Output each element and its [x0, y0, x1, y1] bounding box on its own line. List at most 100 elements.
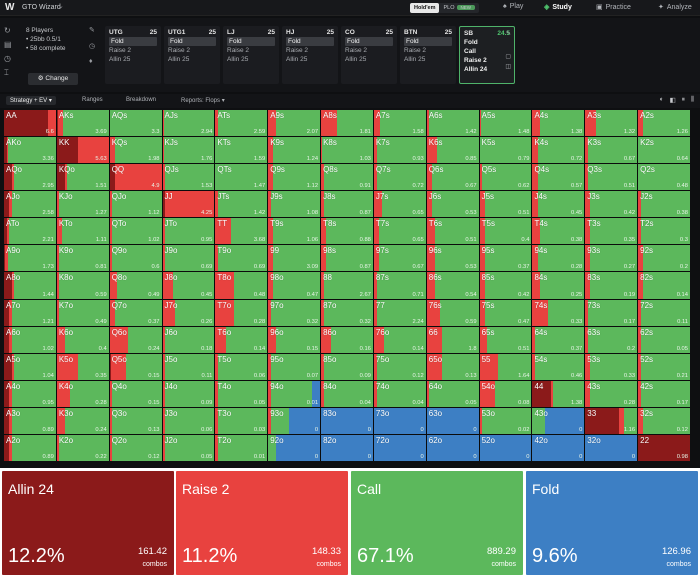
hand-cell[interactable]: 74s 0.33	[532, 299, 585, 326]
lock-icon[interactable]: ▢	[505, 54, 511, 60]
hand-cell[interactable]: J4s 0.45	[532, 191, 585, 218]
hand-cell[interactable]: K8o 0.59	[56, 272, 109, 299]
change-button[interactable]: ⚙ Change	[28, 73, 78, 85]
hand-cell[interactable]: J7s 0.65	[373, 191, 426, 218]
hand-cell[interactable]: T2o 0.01	[215, 434, 268, 461]
hand-cell[interactable]: AA 6.6	[4, 110, 56, 137]
hand-cell[interactable]: T9s 1.06	[268, 218, 321, 245]
hand-cell[interactable]: T2s 0.3	[638, 218, 690, 245]
hand-cell[interactable]: 43o 0	[532, 407, 585, 434]
hand-cell[interactable]: T8s 0.88	[321, 218, 373, 245]
hand-cell[interactable]: 65s 0.51	[479, 326, 532, 353]
hand-cell[interactable]: Q3o 0.13	[109, 407, 162, 434]
hand-cell[interactable]: K9o 0.81	[56, 245, 109, 272]
tab-reports[interactable]: Reports: Flops ▾	[181, 97, 225, 104]
hand-cell[interactable]: 87s 0.71	[373, 272, 426, 299]
hand-cell[interactable]: K5s 0.79	[479, 137, 532, 164]
hand-cell[interactable]: KJo 1.27	[56, 191, 109, 218]
hand-cell[interactable]: J6o 0.18	[162, 326, 215, 353]
hand-cell[interactable]: 66 1.8	[426, 326, 479, 353]
position-action[interactable]: Raise 2	[345, 47, 368, 54]
columns-icon[interactable]: ⫼	[691, 96, 694, 103]
hand-cell[interactable]: K6o 0.4	[56, 326, 109, 353]
hand-cell[interactable]: A5o 1.04	[4, 353, 56, 380]
hand-cell[interactable]: 77 2.24	[373, 299, 426, 326]
hand-cell[interactable]: 86o 0.16	[321, 326, 373, 353]
hand-cell[interactable]: 44 1.38	[532, 380, 585, 407]
holdem-toggle[interactable]: Hold'em	[410, 3, 440, 13]
hand-cell[interactable]: A8o 1.44	[4, 272, 56, 299]
hand-cell[interactable]: Q2o 0.12	[109, 434, 162, 461]
hand-cell[interactable]: 84s 0.25	[532, 272, 585, 299]
hand-cell[interactable]: 85s 0.42	[479, 272, 532, 299]
save-icon[interactable]: ▤	[4, 40, 12, 49]
hand-cell[interactable]: 52o 0	[479, 434, 532, 461]
timer-icon[interactable]: ◷	[89, 43, 96, 50]
hand-cell[interactable]: KQs 1.98	[109, 137, 162, 164]
hand-cell[interactable]: 83s 0.19	[585, 272, 638, 299]
hand-cell[interactable]: J3s 0.42	[585, 191, 638, 218]
hand-cell[interactable]: K8s 1.03	[321, 137, 373, 164]
hand-cell[interactable]: A3s 1.32	[585, 110, 638, 137]
hand-cell[interactable]: J4o 0.09	[162, 380, 215, 407]
hand-cell[interactable]: A9s 2.07	[268, 110, 321, 137]
hand-cell[interactable]: QJo 1.12	[109, 191, 162, 218]
hand-cell[interactable]: Q6o 0.24	[109, 326, 162, 353]
hand-cell[interactable]: K7o 0.49	[56, 299, 109, 326]
hand-cell[interactable]: 82s 0.14	[638, 272, 690, 299]
action-card-call[interactable]: Call 67.1% 889.29 combos	[351, 471, 523, 575]
hand-cell[interactable]: 93o 0	[268, 407, 321, 434]
position-action[interactable]: Fold	[345, 37, 393, 46]
hand-cell[interactable]: T3s 0.35	[585, 218, 638, 245]
position-action[interactable]: Raise 2	[168, 47, 191, 54]
hand-cell[interactable]: T4s 0.38	[532, 218, 585, 245]
hand-cell[interactable]: 62s 0.05	[638, 326, 690, 353]
hand-cell[interactable]: Q5s 0.62	[479, 164, 532, 191]
hand-cell[interactable]: 55 1.64	[479, 353, 532, 380]
position-action[interactable]: Raise 2	[286, 47, 309, 54]
refresh-icon[interactable]: ↻	[4, 26, 11, 35]
hand-cell[interactable]: 32o 0	[585, 434, 638, 461]
hand-cell[interactable]: 75s 0.47	[479, 299, 532, 326]
hand-cell[interactable]: Q6s 0.67	[426, 164, 479, 191]
nav-analyze[interactable]: ✦ Analyze	[658, 3, 692, 11]
position-action[interactable]: Fold	[404, 37, 452, 46]
pencil-icon[interactable]: ✎	[505, 31, 511, 37]
hand-cell[interactable]: 42s 0.17	[638, 380, 690, 407]
position-action[interactable]: Allin 25	[168, 56, 190, 63]
position-action[interactable]: Raise 2	[464, 57, 487, 64]
hand-cell[interactable]: 72s 0.11	[638, 299, 690, 326]
hand-cell[interactable]: AQs 3.3	[109, 110, 162, 137]
hand-cell[interactable]: 95o 0.07	[268, 353, 321, 380]
hand-cell[interactable]: T3o 0.03	[215, 407, 268, 434]
position-utg1[interactable]: UTG1 25 Fold Raise 2 Allin 25	[164, 26, 220, 84]
hand-cell[interactable]: J5o 0.11	[162, 353, 215, 380]
hand-cell[interactable]: 63s 0.2	[585, 326, 638, 353]
hand-cell[interactable]: K7s 0.93	[373, 137, 426, 164]
hand-cell[interactable]: KJs 1.76	[162, 137, 215, 164]
nav-play[interactable]: ♠ Play	[503, 3, 523, 10]
hand-cell[interactable]: T4o 0.05	[215, 380, 268, 407]
hand-cell[interactable]: K4o 0.28	[56, 380, 109, 407]
hand-cell[interactable]: J6s 0.53	[426, 191, 479, 218]
hand-cell[interactable]: Q8s 0.91	[321, 164, 373, 191]
position-action[interactable]: Fold	[464, 39, 478, 46]
hand-cell[interactable]: 32s 0.12	[638, 407, 690, 434]
pause-icon[interactable]: ⏸	[681, 96, 685, 103]
game-type-toggle[interactable]: Hold'em PLO NEW	[410, 3, 479, 13]
position-action[interactable]: Allin 25	[345, 56, 367, 63]
hand-cell[interactable]: 73s 0.17	[585, 299, 638, 326]
hand-cell[interactable]: AJs 2.94	[162, 110, 215, 137]
hand-cell[interactable]: AJo 2.58	[4, 191, 56, 218]
hand-cell[interactable]: 62o 0	[426, 434, 479, 461]
hand-cell[interactable]: 88 2.67	[321, 272, 373, 299]
hand-cell[interactable]: 42o 0	[532, 434, 585, 461]
position-action[interactable]: Allin 24	[464, 66, 488, 73]
hand-cell[interactable]: Q7s 0.72	[373, 164, 426, 191]
hand-cell[interactable]: 63o 0	[426, 407, 479, 434]
hand-cell[interactable]: A5s 1.48	[479, 110, 532, 137]
hand-cell[interactable]: 94s 0.28	[532, 245, 585, 272]
hand-cell[interactable]: 99 3.09	[268, 245, 321, 272]
hand-cell[interactable]: A2o 0.89	[4, 434, 56, 461]
action-card-fold[interactable]: Fold 9.6% 126.96 combos	[526, 471, 698, 575]
